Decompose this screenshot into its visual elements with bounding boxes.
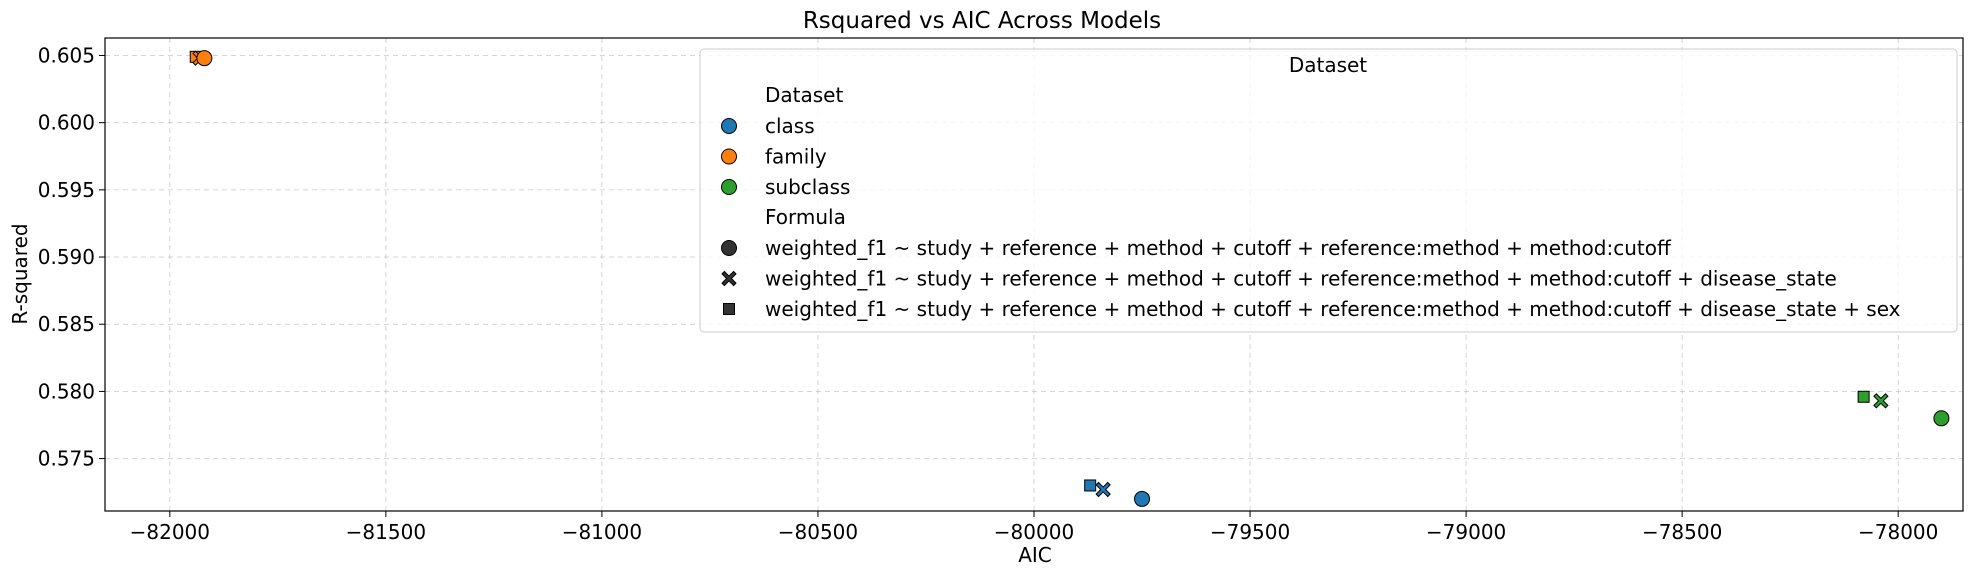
- axis-ticks: −82000 −81500 −81000 −80500 −80000 −79500 −790…: [38, 43, 1939, 544]
- x-tick-label: −81500: [346, 520, 426, 544]
- legend-marker-family: [721, 148, 737, 165]
- data-point-subclass: [1873, 393, 1889, 409]
- legend-label-formula: weighted_f1 ~ study + reference + method…: [765, 236, 1672, 260]
- legend-label-formula: weighted_f1 ~ study + reference + method…: [765, 267, 1837, 291]
- y-axis-label: R-squared: [8, 223, 32, 324]
- y-tick-label: 0.605: [38, 43, 95, 67]
- data-point-family: [196, 50, 213, 67]
- legend-hue-title: Dataset: [765, 83, 843, 107]
- data-point-class: [1084, 479, 1097, 492]
- y-tick-label: 0.590: [38, 245, 95, 269]
- x-tick-label: −80000: [994, 520, 1074, 544]
- legend-marker-class: [721, 118, 737, 134]
- legend-label-subclass: subclass: [765, 175, 850, 199]
- y-tick-label: 0.600: [38, 111, 95, 135]
- legend-marker-formula-x: [721, 270, 737, 287]
- x-tick-label: −80500: [778, 520, 858, 544]
- data-point-subclass: [1933, 410, 1950, 427]
- legend-label-family: family: [765, 145, 827, 169]
- y-tick-label: 0.595: [38, 178, 95, 202]
- legend-style-title: Formula: [765, 205, 846, 229]
- y-tick-label: 0.580: [38, 379, 95, 403]
- x-tick-label: −78000: [1858, 520, 1938, 544]
- data-point-subclass: [1857, 390, 1870, 403]
- y-tick-label: 0.575: [38, 447, 95, 471]
- legend-box: [699, 48, 1958, 333]
- legend-title: Dataset: [1289, 53, 1367, 77]
- legend-datasets: class family subclass: [721, 114, 850, 199]
- legend: Dataset Dataset class family subclass Form…: [699, 48, 1958, 333]
- data-point-class: [1134, 490, 1151, 507]
- data-point-class: [1095, 481, 1111, 498]
- y-tick-label: 0.585: [38, 312, 95, 336]
- legend-marker-subclass: [721, 179, 737, 195]
- legend-label-formula: weighted_f1 ~ study + reference + method…: [765, 297, 1901, 321]
- legend-label-class: class: [765, 114, 815, 138]
- legend-marker-formula-square: [723, 303, 735, 315]
- chart-title: Rsquared vs AIC Across Models: [803, 8, 1161, 34]
- x-tick-label: −81000: [562, 520, 642, 544]
- x-tick-label: −79500: [1210, 520, 1290, 544]
- x-tick-label: −82000: [130, 520, 210, 544]
- x-tick-label: −78500: [1642, 520, 1722, 544]
- legend-formulas: weighted_f1 ~ study + reference + method…: [721, 236, 1901, 321]
- data-points: [189, 50, 1950, 507]
- legend-marker-formula-circle: [721, 240, 737, 256]
- x-axis-label: AIC: [1018, 543, 1052, 567]
- x-tick-label: −79000: [1426, 520, 1506, 544]
